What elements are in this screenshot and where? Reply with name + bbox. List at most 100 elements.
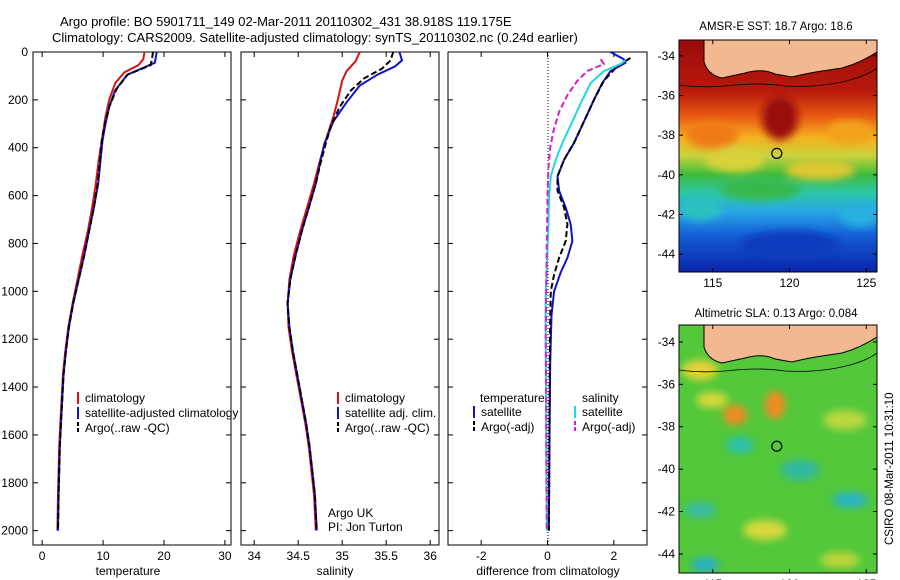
series-line-satellite-adj-clim	[286, 51, 404, 531]
legend-label-argo: Argo(..raw -QC)	[345, 421, 430, 435]
series-line-salinity-satellite	[544, 59, 626, 531]
lon-tick-label: 125	[856, 577, 876, 580]
temperature-axes-box	[32, 51, 232, 546]
x-tick-label: 20	[157, 549, 171, 563]
temperature-legend: climatology satellite-adjusted climatolo…	[77, 391, 238, 435]
lat-tick-label: -42	[658, 505, 676, 519]
lat-tick-label: -40	[658, 462, 676, 476]
sst-map-panel: AMSR-E SST: 18.7 Argo: 18.6	[658, 21, 878, 290]
lon-tick-label: 125	[856, 276, 876, 290]
sst-map-ticks: 115 120 125 -34 -36 -38 -40 -42 -44	[658, 40, 877, 290]
lat-tick-label: -36	[658, 377, 676, 391]
figure-title-line2: Climatology: CARS2009. Satellite-adjuste…	[52, 30, 578, 45]
legend-label-temp-argo: Argo(-adj)	[481, 420, 534, 434]
x-tick-label: 10	[96, 549, 110, 563]
x-tick-label: -2	[476, 549, 487, 563]
legend-label-satellite: satellite-adjusted climatology	[85, 406, 238, 420]
salinity-xlabel: salinity	[317, 564, 354, 578]
x-tick-label: 36	[424, 549, 438, 563]
depth-tick-label: 1600	[1, 428, 28, 442]
sst-map-frame	[678, 39, 878, 273]
x-tick-label: 0	[544, 549, 551, 563]
sst-land	[703, 40, 877, 79]
depth-tick-label: 2000	[1, 524, 28, 538]
depth-tick-label: 1800	[1, 476, 28, 490]
lat-tick-label: -34	[658, 335, 676, 349]
legend-header-temperature: temperature	[480, 391, 545, 405]
legend-label-climatology: climatology	[345, 391, 405, 405]
sla-map-frame	[678, 324, 878, 574]
x-tick-label: 30	[218, 549, 232, 563]
lat-tick-label: -36	[658, 89, 676, 103]
salinity-lines	[286, 51, 404, 531]
series-line-salinity-argo-adj	[544, 58, 606, 531]
salinity-legend: climatology satellite adj. clim. Argo(..…	[337, 391, 436, 435]
temperature-xlabel: temperature	[96, 564, 161, 578]
x-tick-label: 34.5	[287, 549, 311, 563]
depth-tick-label: 1200	[1, 332, 28, 346]
series-line-temperature-satellite	[547, 51, 627, 531]
depth-ticks: 0 200 400 600 800 1000 1200 1400 1600 1800 2000	[1, 45, 28, 538]
legend-label-sal-argo: Argo(-adj)	[582, 420, 635, 434]
depth-tick-label: 1400	[1, 380, 28, 394]
series-line-satellite-adjusted-climatology	[57, 51, 158, 531]
legend-label-argo: Argo(..raw -QC)	[85, 421, 170, 435]
difference-panel: -2 0 2 difference from climatology tempera…	[447, 51, 648, 578]
series-line-climatology	[56, 51, 146, 531]
series-line-temperature-argo-adj	[547, 57, 631, 531]
salinity-panel: 34 34.5 35 35.5 36 salinity climatology sate…	[240, 51, 440, 578]
legend-label-climatology: climatology	[85, 391, 145, 405]
sla-land	[703, 325, 877, 364]
x-tick-label: 35	[336, 549, 350, 563]
csiro-timestamp: CSIRO 08-Mar-2011 10:31:10	[884, 392, 896, 545]
lon-tick-label: 120	[779, 276, 799, 290]
salinity-ticks: 34 34.5 35 35.5 36	[241, 51, 439, 563]
series-line-argo-raw-qc	[286, 51, 395, 531]
lat-tick-label: -38	[658, 420, 676, 434]
sla-argo-marker	[771, 440, 783, 452]
depth-tick-label: 800	[8, 236, 28, 250]
temperature-panel: 0 200 400 600 800 1000 1200 1400 1600 1800 2000 0 1…	[1, 45, 238, 578]
sst-argo-marker	[771, 147, 783, 159]
sst-depth-contour	[679, 67, 877, 88]
legend-label-temp-satellite: satellite	[481, 405, 522, 419]
lon-tick-label: 120	[779, 577, 799, 580]
depth-tick-label: 400	[8, 141, 28, 155]
depth-tick-label: 600	[8, 189, 28, 203]
difference-ticks: -2 0 2	[448, 51, 647, 563]
x-tick-label: 2	[610, 549, 617, 563]
x-tick-label: 35.5	[375, 549, 399, 563]
sla-field	[679, 325, 877, 573]
x-tick-label: 0	[39, 549, 46, 563]
lon-tick-label: 115	[703, 276, 722, 290]
sla-map-ticks: 115 120 125 -34 -36 -38 -40 -42 -44	[658, 325, 877, 580]
sst-map-title: AMSR-E SST: 18.7 Argo: 18.6	[699, 21, 852, 33]
depth-tick-label: 200	[8, 93, 28, 107]
argo-uk-annotation: Argo UK	[328, 506, 373, 520]
legend-header-salinity: salinity	[582, 391, 619, 405]
sla-map-title: Altimetric SLA: 0.13 Argo: 0.084	[694, 308, 858, 320]
depth-tick-label: 0	[21, 45, 28, 59]
series-line-climatology	[286, 51, 361, 531]
temperature-lines	[56, 51, 158, 531]
lat-tick-label: -44	[658, 547, 676, 561]
figure-title-line1: Argo profile: BO 5901711_149 02-Mar-2011…	[60, 14, 512, 29]
depth-tick-label: 1000	[1, 284, 28, 298]
sst-field	[679, 40, 877, 272]
lat-tick-label: -42	[658, 207, 676, 221]
pi-annotation: PI: Jon Turton	[328, 520, 403, 534]
lon-tick-label: 115	[703, 577, 722, 580]
difference-xlabel: difference from climatology	[476, 564, 619, 578]
series-line-argo-raw-qc	[57, 51, 154, 531]
x-tick-label: 34	[248, 549, 262, 563]
temperature-ticks: 0 10 20 30	[33, 51, 232, 563]
legend-label-sal-satellite: satellite	[582, 405, 623, 419]
sla-map-panel: Altimetric SLA: 0.13 Argo: 0.084	[658, 308, 878, 580]
sla-depth-contour	[679, 352, 877, 373]
lat-tick-label: -44	[658, 247, 676, 261]
legend-label-satellite: satellite adj. clim.	[345, 406, 436, 420]
lat-tick-label: -34	[658, 49, 676, 63]
lat-tick-label: -40	[658, 168, 676, 182]
difference-legend: temperature salinity satellite Argo(-adj…	[473, 391, 635, 434]
